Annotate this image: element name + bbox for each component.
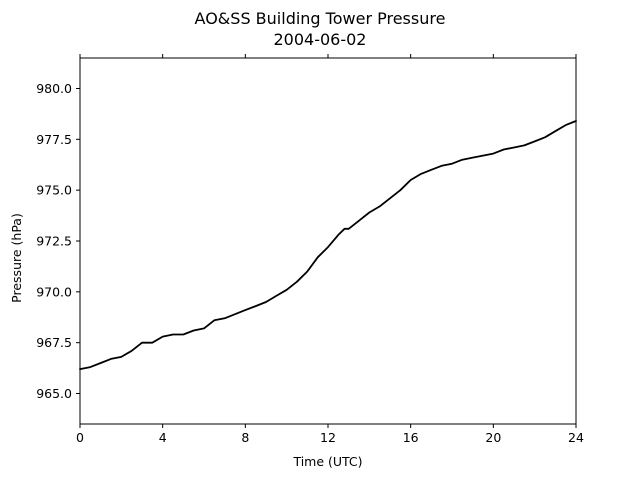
y-axis-label: Pressure (hPa) xyxy=(9,213,24,303)
x-axis-label: Time (UTC) xyxy=(292,454,362,469)
x-tick-label: 0 xyxy=(76,430,84,445)
y-tick-label: 965.0 xyxy=(36,386,72,401)
x-tick-label: 4 xyxy=(159,430,167,445)
x-axis: 0 4 8 12 16 20 24 xyxy=(76,54,584,445)
x-tick-label: 8 xyxy=(241,430,249,445)
plot-area xyxy=(79,57,577,425)
x-tick-label: 24 xyxy=(568,430,584,445)
y-tick-label: 972.5 xyxy=(36,234,72,249)
y-tick-label: 980.0 xyxy=(36,81,72,96)
y-axis: 965.0 967.5 970.0 972.5 975.0 977.5 980.0 xyxy=(36,81,80,401)
chart-title: AO&SS Building Tower Pressure xyxy=(195,9,446,28)
pressure-line xyxy=(79,120,577,371)
y-tick-label: 970.0 xyxy=(36,284,72,299)
chart-subtitle: 2004-06-02 xyxy=(274,30,367,49)
axes-frame xyxy=(79,57,577,425)
series-layer xyxy=(79,120,577,371)
y-tick-label: 977.5 xyxy=(36,132,72,147)
y-tick-label: 967.5 xyxy=(36,335,72,350)
y-tick-label: 975.0 xyxy=(36,183,72,198)
x-tick-label: 20 xyxy=(485,430,501,445)
x-tick-label: 12 xyxy=(320,430,336,445)
x-tick-label: 16 xyxy=(403,430,419,445)
